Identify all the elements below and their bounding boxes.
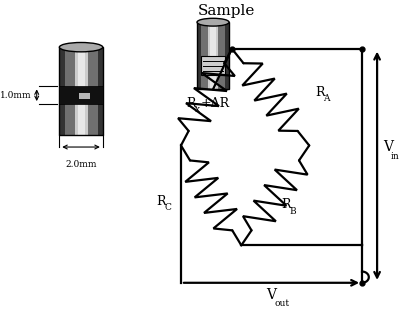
Bar	[197, 22, 229, 89]
Text: in: in	[391, 152, 400, 161]
Bar	[74, 47, 88, 134]
Text: V: V	[266, 288, 276, 302]
Text: 2.0mm: 2.0mm	[65, 160, 97, 169]
Bar	[210, 22, 216, 89]
Bar	[59, 47, 103, 134]
Text: R: R	[187, 97, 196, 110]
Bar	[208, 22, 218, 89]
Text: B: B	[289, 207, 296, 215]
Ellipse shape	[59, 42, 103, 52]
Text: R: R	[281, 198, 290, 211]
Text: Sample: Sample	[198, 3, 255, 18]
Bar	[98, 47, 103, 134]
Ellipse shape	[197, 18, 229, 26]
Text: R: R	[156, 195, 166, 208]
Bar	[225, 22, 229, 89]
Text: 1.0mm: 1.0mm	[0, 91, 32, 100]
Bar	[78, 47, 84, 134]
Bar	[197, 22, 229, 89]
Text: R: R	[315, 86, 324, 99]
Bar	[59, 86, 103, 104]
Text: A: A	[323, 94, 330, 103]
Text: out: out	[274, 299, 289, 308]
Text: C: C	[165, 203, 172, 212]
Bar	[79, 93, 90, 99]
Text: V: V	[383, 140, 393, 154]
Text: x: x	[195, 105, 200, 114]
Bar	[59, 47, 103, 134]
Bar	[201, 57, 225, 75]
Bar	[197, 22, 201, 89]
Text: +ΔR: +ΔR	[201, 97, 230, 110]
Bar	[59, 47, 64, 134]
